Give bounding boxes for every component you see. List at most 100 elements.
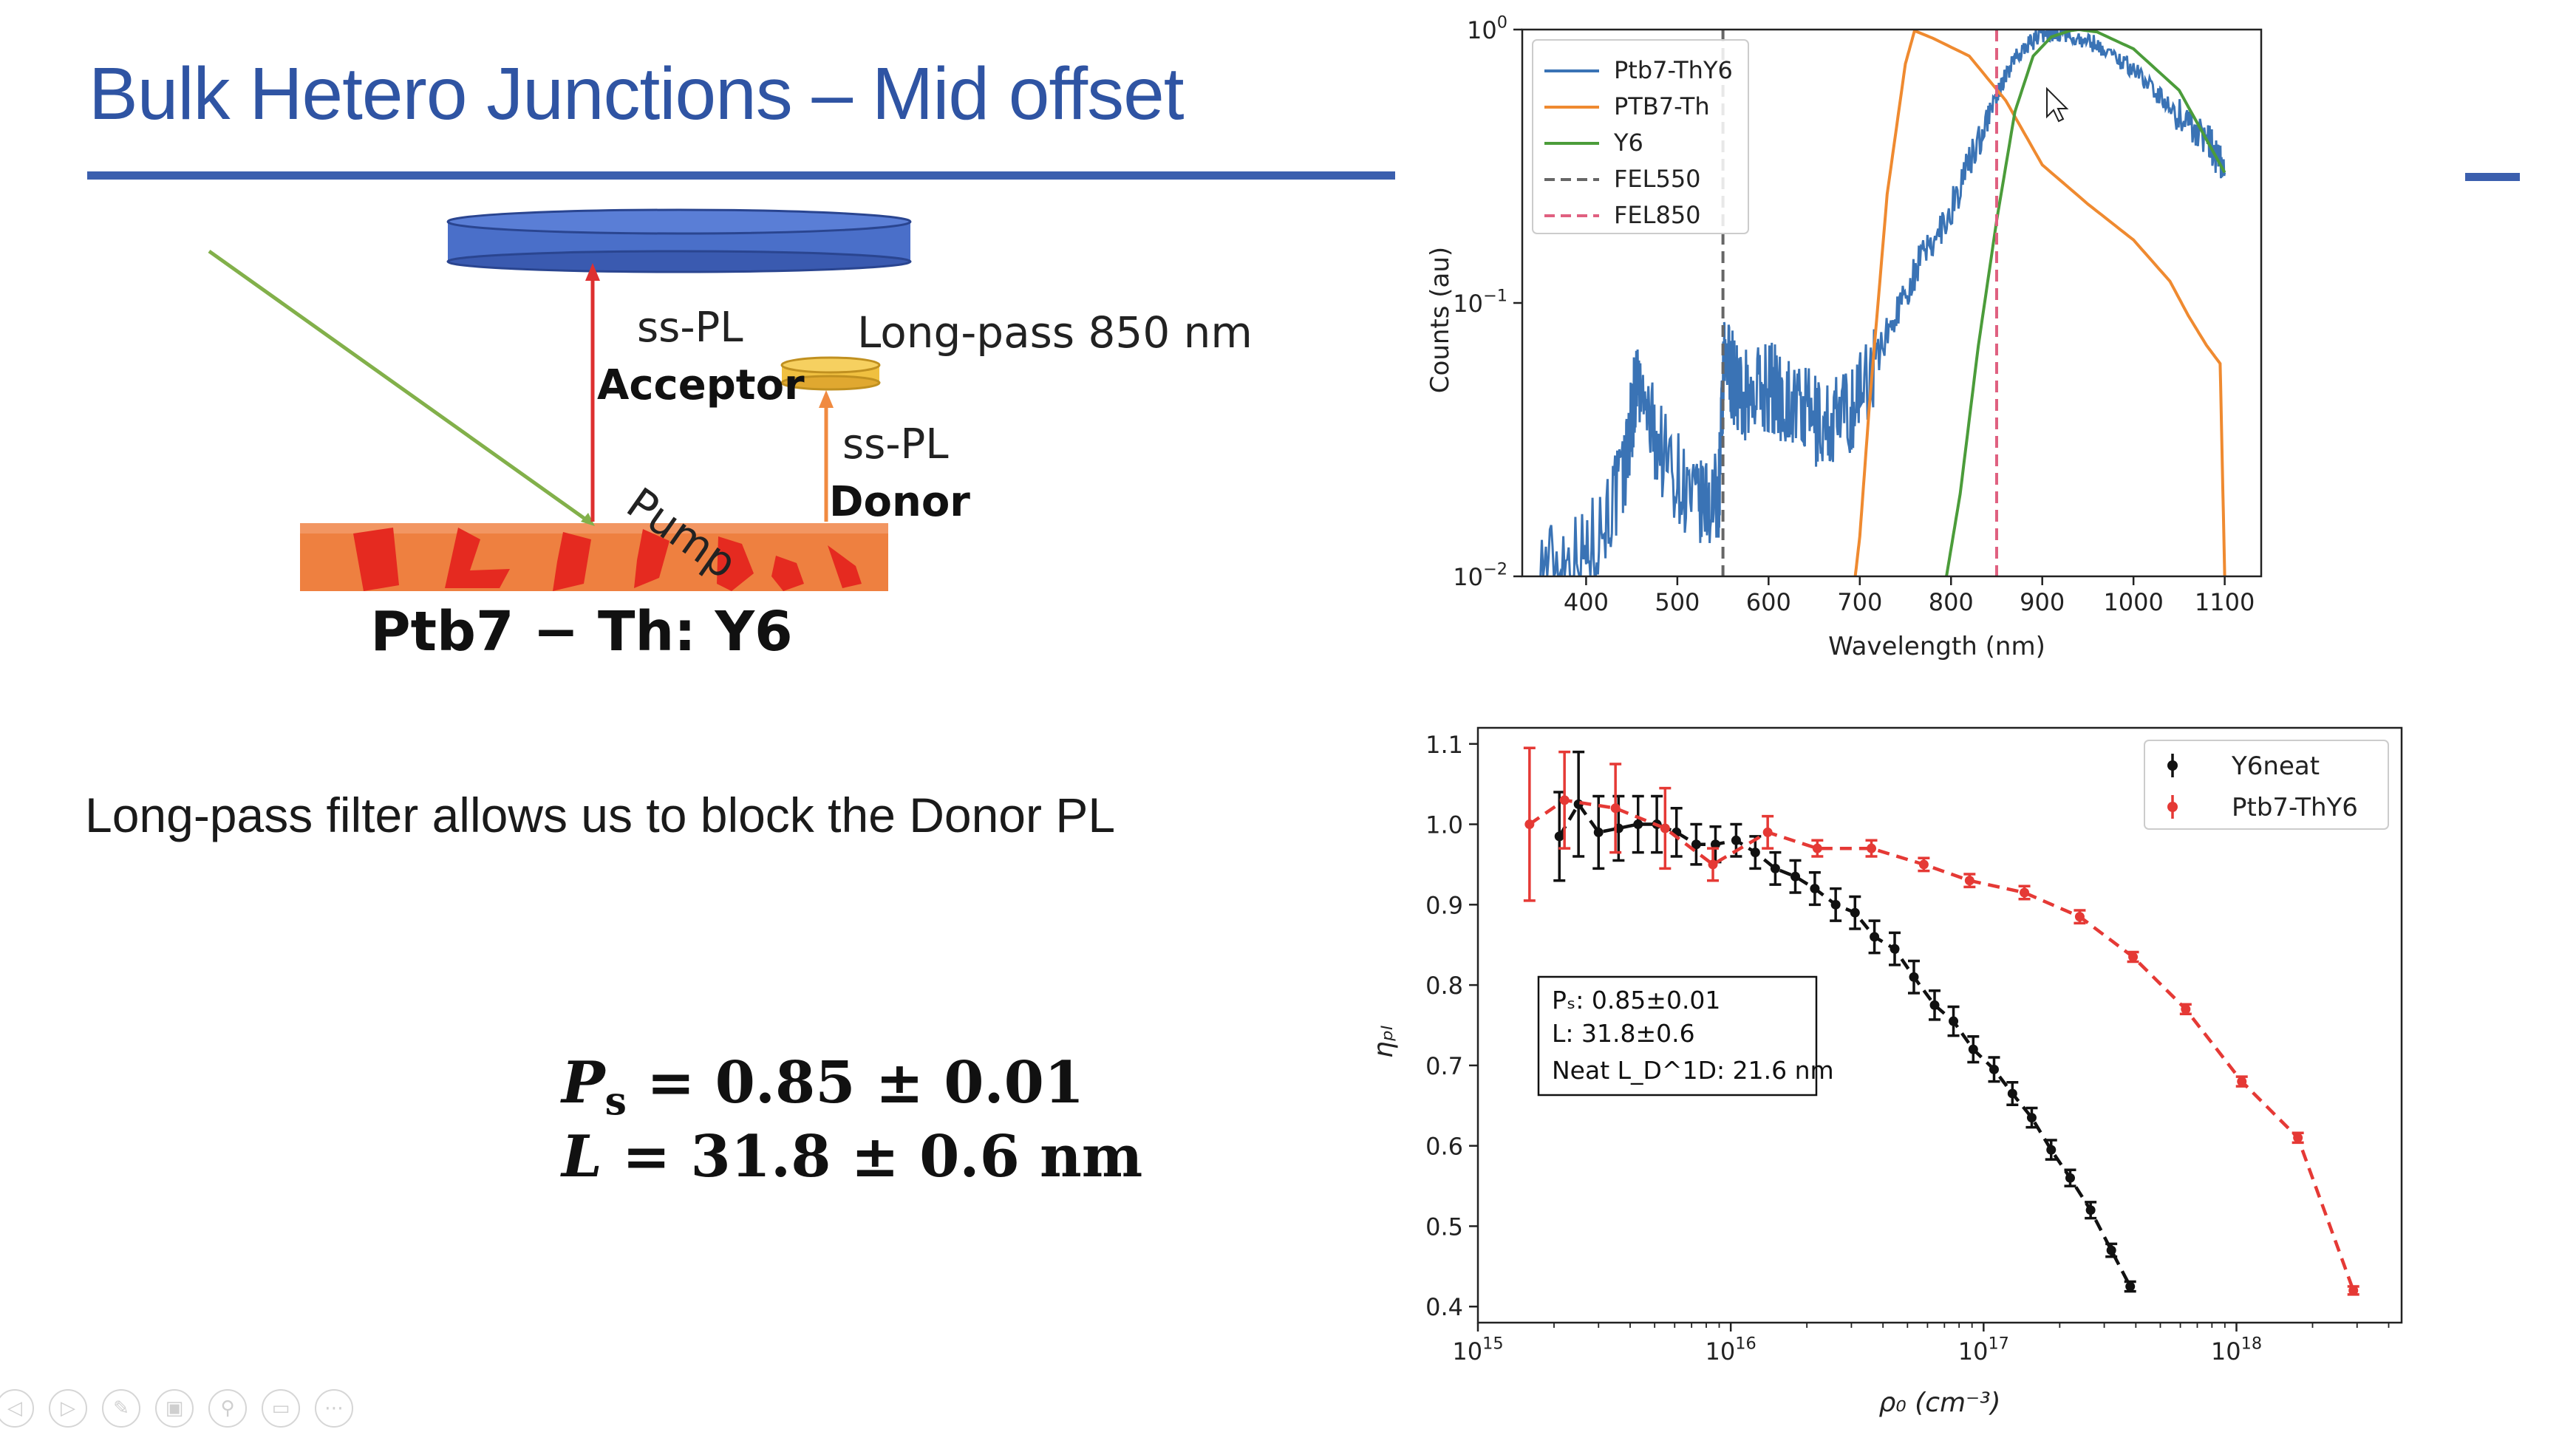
y-axis-label: ηₚₗ bbox=[1369, 1026, 1399, 1058]
longpass-filter bbox=[780, 356, 881, 391]
data-point bbox=[1964, 876, 1974, 886]
data-point bbox=[2007, 1088, 2017, 1099]
legend-label: Y6neat bbox=[2231, 751, 2320, 781]
x-tick-label: 900 bbox=[2020, 588, 2065, 616]
y-tick-label: 10−1 bbox=[1453, 287, 1507, 318]
x-tick-label: 800 bbox=[1929, 588, 1974, 616]
annotation-line: Neat L_D^1D: 21.6 nm bbox=[1552, 1056, 1834, 1085]
x-tick-label: 1016 bbox=[1706, 1334, 1756, 1365]
data-point bbox=[1559, 795, 1570, 805]
annotation-line: L: 31.8±0.6 bbox=[1552, 1019, 1695, 1048]
data-point bbox=[1812, 843, 1822, 853]
legend-marker bbox=[2167, 760, 2178, 771]
x-tick-label: 1017 bbox=[1958, 1334, 2009, 1365]
quenching-chart: 1015 1016 1017 1018 0.4 0.5 0.6 0.7 0.8 0.9 1.0 1.1… bbox=[1369, 726, 2403, 1418]
data-point bbox=[2348, 1285, 2359, 1295]
data-point bbox=[1691, 839, 1701, 850]
title-underline bbox=[87, 171, 1395, 180]
acceptor-arrowhead bbox=[585, 263, 600, 281]
data-point bbox=[1949, 1016, 1959, 1026]
series-Ptb7-ThY6 bbox=[1539, 30, 2226, 576]
series-Y6 bbox=[1945, 30, 2226, 576]
sspl-acceptor-label: ss-PL bbox=[637, 304, 743, 352]
data-point bbox=[2128, 952, 2139, 962]
data-point bbox=[1929, 1000, 1940, 1010]
annotation-line: Pₛ: 0.85±0.01 bbox=[1552, 986, 1720, 1015]
y-tick-label: 0.8 bbox=[1425, 972, 1463, 1000]
x-tick-label: 500 bbox=[1655, 588, 1700, 616]
data-point bbox=[1770, 863, 1780, 873]
data-point bbox=[1554, 831, 1564, 842]
data-point bbox=[2125, 1281, 2136, 1292]
legend: Y6neat Ptb7-ThY6 bbox=[2144, 740, 2389, 830]
sample-film bbox=[300, 523, 888, 591]
legend-label: Y6 bbox=[1613, 129, 1643, 157]
detector-disk bbox=[446, 208, 912, 273]
zoom-icon[interactable]: ⚲ bbox=[208, 1389, 247, 1428]
quenching-plot-area: 1015 1016 1017 1018 0.4 0.5 0.6 0.7 0.8 0.9 1.0 1.1… bbox=[1425, 726, 2403, 1365]
y-tick-label: 1.0 bbox=[1425, 811, 1463, 839]
next-slide-edge bbox=[2465, 173, 2520, 181]
legend-marker bbox=[2167, 802, 2178, 812]
sspl-donor-label: ss-PL bbox=[842, 420, 949, 468]
x-axis-label: ρ₀ (cm⁻³) bbox=[1878, 1388, 2000, 1418]
data-point bbox=[1524, 819, 1535, 830]
data-point bbox=[1890, 944, 1900, 954]
equation-ps: Ps = 0.85 ± 0.01 bbox=[562, 1049, 1085, 1125]
play-icon[interactable]: ▷ bbox=[49, 1389, 87, 1428]
data-point bbox=[2237, 1077, 2247, 1087]
y-tick-label: 0.6 bbox=[1425, 1133, 1463, 1161]
equation-l: L = 31.8 ± 0.6 nm bbox=[562, 1123, 1143, 1190]
annotation-box bbox=[1537, 975, 1818, 1097]
data-point bbox=[1762, 827, 1773, 837]
slides-icon[interactable]: ▣ bbox=[155, 1389, 194, 1428]
plot-frame bbox=[1476, 726, 2403, 1324]
data-point bbox=[1593, 827, 1604, 837]
slide-caption: Long-pass filter allows us to block the … bbox=[85, 788, 1116, 842]
sample-label: Ptb7 − Th: Y6 bbox=[370, 600, 792, 664]
more-icon[interactable]: ⋯ bbox=[315, 1389, 353, 1428]
x-tick-label: 1018 bbox=[2211, 1334, 2262, 1365]
x-tick-label: 700 bbox=[1837, 588, 1882, 616]
legend-label: Ptb7-ThY6 bbox=[1614, 56, 1733, 84]
legend-box bbox=[2144, 740, 2389, 830]
data-point bbox=[1810, 884, 1820, 894]
data-point bbox=[1790, 871, 1801, 882]
previous-icon[interactable]: ◁ bbox=[0, 1389, 34, 1428]
y-tick-label: 10−2 bbox=[1453, 560, 1507, 591]
data-point bbox=[1870, 932, 1880, 942]
legend-label: Ptb7-ThY6 bbox=[2232, 793, 2358, 822]
pl-spectrum-chart: 400 500 600 700 800 900 1000 1100 10−2 10−1 100 Ptb… bbox=[1425, 15, 2263, 661]
data-point bbox=[1610, 803, 1621, 814]
y-tick-label: 0.7 bbox=[1425, 1052, 1463, 1080]
data-point bbox=[1850, 907, 1860, 918]
x-tick-label: 600 bbox=[1746, 588, 1791, 616]
data-point bbox=[1989, 1064, 1999, 1074]
data-point bbox=[2106, 1245, 2116, 1255]
x-tick-label: 1000 bbox=[2103, 588, 2163, 616]
subtitles-icon[interactable]: ▭ bbox=[262, 1389, 300, 1428]
legend-label: FEL850 bbox=[1614, 201, 1701, 229]
data-point bbox=[2085, 1205, 2096, 1216]
pen-icon[interactable]: ✎ bbox=[102, 1389, 140, 1428]
fit-Y6neat bbox=[1558, 801, 2132, 1288]
data-point bbox=[1830, 899, 1841, 910]
legend-label: FEL550 bbox=[1614, 165, 1701, 193]
y-tick-label: 1.1 bbox=[1425, 731, 1463, 759]
data-point bbox=[2046, 1145, 2057, 1155]
y-tick-label: 0.4 bbox=[1425, 1293, 1463, 1321]
series-PTB7-Th bbox=[1853, 30, 2226, 576]
donor-label: Donor bbox=[829, 478, 970, 526]
data-point bbox=[1660, 823, 1670, 833]
y-axis-label: Counts (au) bbox=[1425, 247, 1455, 393]
spectrum-plot-area: 400 500 600 700 800 900 1000 1100 10−2 10−1 100 Ptb… bbox=[1453, 15, 2263, 616]
data-point bbox=[1731, 835, 1741, 845]
data-point bbox=[1710, 839, 1720, 850]
data-point bbox=[2181, 1004, 2191, 1015]
pump-beam bbox=[208, 249, 590, 524]
x-tick-label: 1015 bbox=[1452, 1334, 1503, 1365]
data-point bbox=[1968, 1044, 1978, 1054]
cursor-icon bbox=[2046, 86, 2069, 123]
data-point bbox=[1750, 848, 1760, 858]
legend-label: PTB7-Th bbox=[1614, 92, 1710, 120]
